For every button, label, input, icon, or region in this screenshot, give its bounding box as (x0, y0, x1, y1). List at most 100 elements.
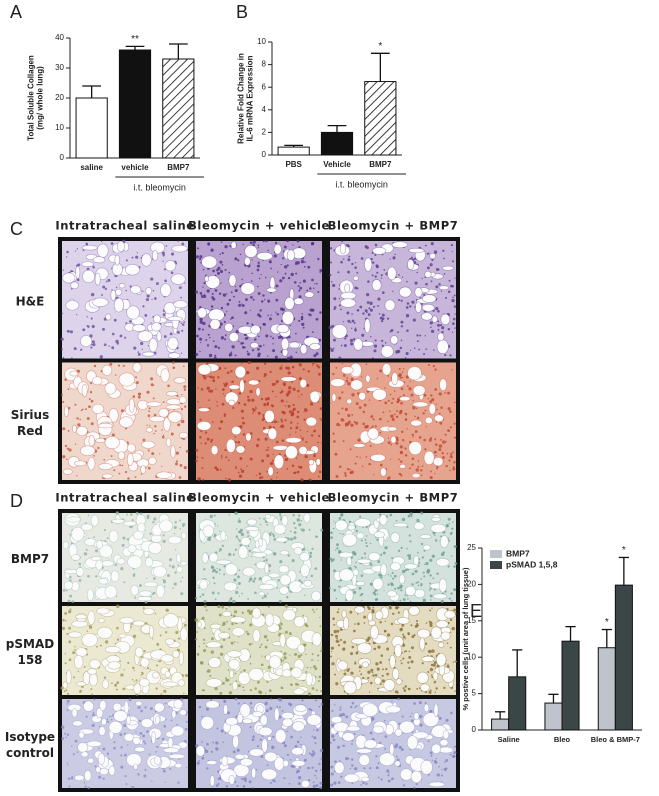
cell-dot (70, 330, 73, 333)
cell-dot (154, 297, 157, 300)
alveolus (294, 298, 304, 305)
alveolus (91, 515, 98, 526)
alveolus (229, 332, 239, 341)
cell-dot (433, 664, 436, 667)
cell-dot (223, 293, 226, 296)
cell-dot (111, 719, 113, 721)
cell-dot (377, 378, 379, 380)
cell-dot (125, 428, 127, 430)
cell-dot (73, 753, 75, 755)
cell-dot (435, 455, 436, 456)
cell-dot (311, 434, 313, 436)
cell-dot (392, 578, 394, 580)
cell-dot (300, 435, 301, 436)
cell-dot (135, 376, 137, 378)
cell-dot (238, 520, 241, 523)
cell-dot (268, 666, 271, 669)
cell-dot (341, 391, 343, 393)
cell-dot (196, 631, 198, 633)
cell-dot (137, 351, 139, 353)
alveolus (226, 439, 235, 452)
cell-dot (401, 340, 403, 342)
cell-dot (373, 418, 375, 420)
cell-dot (113, 747, 116, 750)
cell-dot (304, 595, 305, 596)
cell-dot (250, 702, 252, 704)
cell-dot (423, 575, 425, 577)
cell-dot (318, 680, 320, 682)
cell-dot (415, 430, 418, 433)
cell-dot (338, 781, 341, 784)
alveolus (343, 617, 348, 630)
alveolus (88, 669, 97, 675)
cell-dot (247, 531, 249, 533)
alveolus (309, 460, 314, 465)
cell-dot (426, 570, 429, 573)
alveolus (440, 536, 448, 548)
cell-dot (320, 690, 322, 692)
alveolus (338, 661, 348, 670)
cell-dot (373, 474, 374, 475)
cell-dot (436, 758, 437, 759)
alveolus (442, 266, 453, 270)
cell-dot (346, 377, 348, 379)
cell-dot (339, 465, 342, 468)
cell-dot (116, 596, 117, 597)
cell-dot (248, 580, 250, 582)
alveolus (443, 730, 449, 739)
alveolus (294, 547, 302, 554)
cell-dot (308, 779, 310, 781)
cell-dot (197, 387, 199, 389)
cell-dot (402, 716, 404, 718)
alveolus (300, 553, 310, 561)
cell-dot (68, 640, 71, 643)
alveolus (151, 731, 155, 743)
bar (509, 677, 526, 730)
cell-dot (444, 768, 447, 771)
cell-dot (275, 242, 277, 244)
alveolus (431, 524, 446, 533)
cell-dot (257, 266, 259, 268)
alveolus (157, 332, 162, 342)
cell-dot (217, 525, 218, 526)
cell-dot (299, 287, 302, 290)
cell-dot (309, 314, 312, 317)
cell-dot (148, 410, 150, 412)
cell-dot (330, 349, 333, 352)
cell-dot (61, 348, 63, 350)
cell-dot (401, 387, 404, 390)
cell-dot (297, 411, 299, 413)
alveolus (413, 402, 428, 407)
cell-dot (104, 343, 107, 346)
cell-dot (211, 650, 214, 653)
cell-dot (299, 429, 301, 431)
cell-dot (262, 597, 264, 599)
cell-dot (409, 467, 411, 469)
y-axis-label: IL-6 mRNA Expression (246, 55, 255, 141)
cell-dot (450, 426, 452, 428)
cell-dot (312, 736, 314, 738)
cell-dot (272, 533, 274, 535)
column-header: Bleomycin + BMP7 (328, 219, 459, 233)
cell-dot (453, 608, 456, 611)
cell-dot (403, 784, 405, 786)
cell-dot (448, 328, 450, 330)
cell-dot (376, 265, 379, 268)
cell-dot (317, 654, 319, 656)
cell-dot (333, 528, 334, 529)
cell-dot (251, 399, 254, 402)
cell-dot (333, 739, 336, 742)
cell-dot (311, 767, 313, 769)
alveolus (139, 679, 149, 687)
alveolus (133, 531, 143, 539)
cell-dot (317, 442, 319, 444)
cell-dot (172, 254, 174, 256)
cell-dot (420, 578, 422, 580)
cell-dot (381, 274, 383, 276)
cell-dot (429, 574, 431, 576)
cell-dot (375, 755, 377, 757)
cell-dot (290, 356, 293, 359)
cell-dot (254, 591, 257, 594)
cell-dot (365, 783, 367, 785)
cell-dot (450, 647, 452, 649)
